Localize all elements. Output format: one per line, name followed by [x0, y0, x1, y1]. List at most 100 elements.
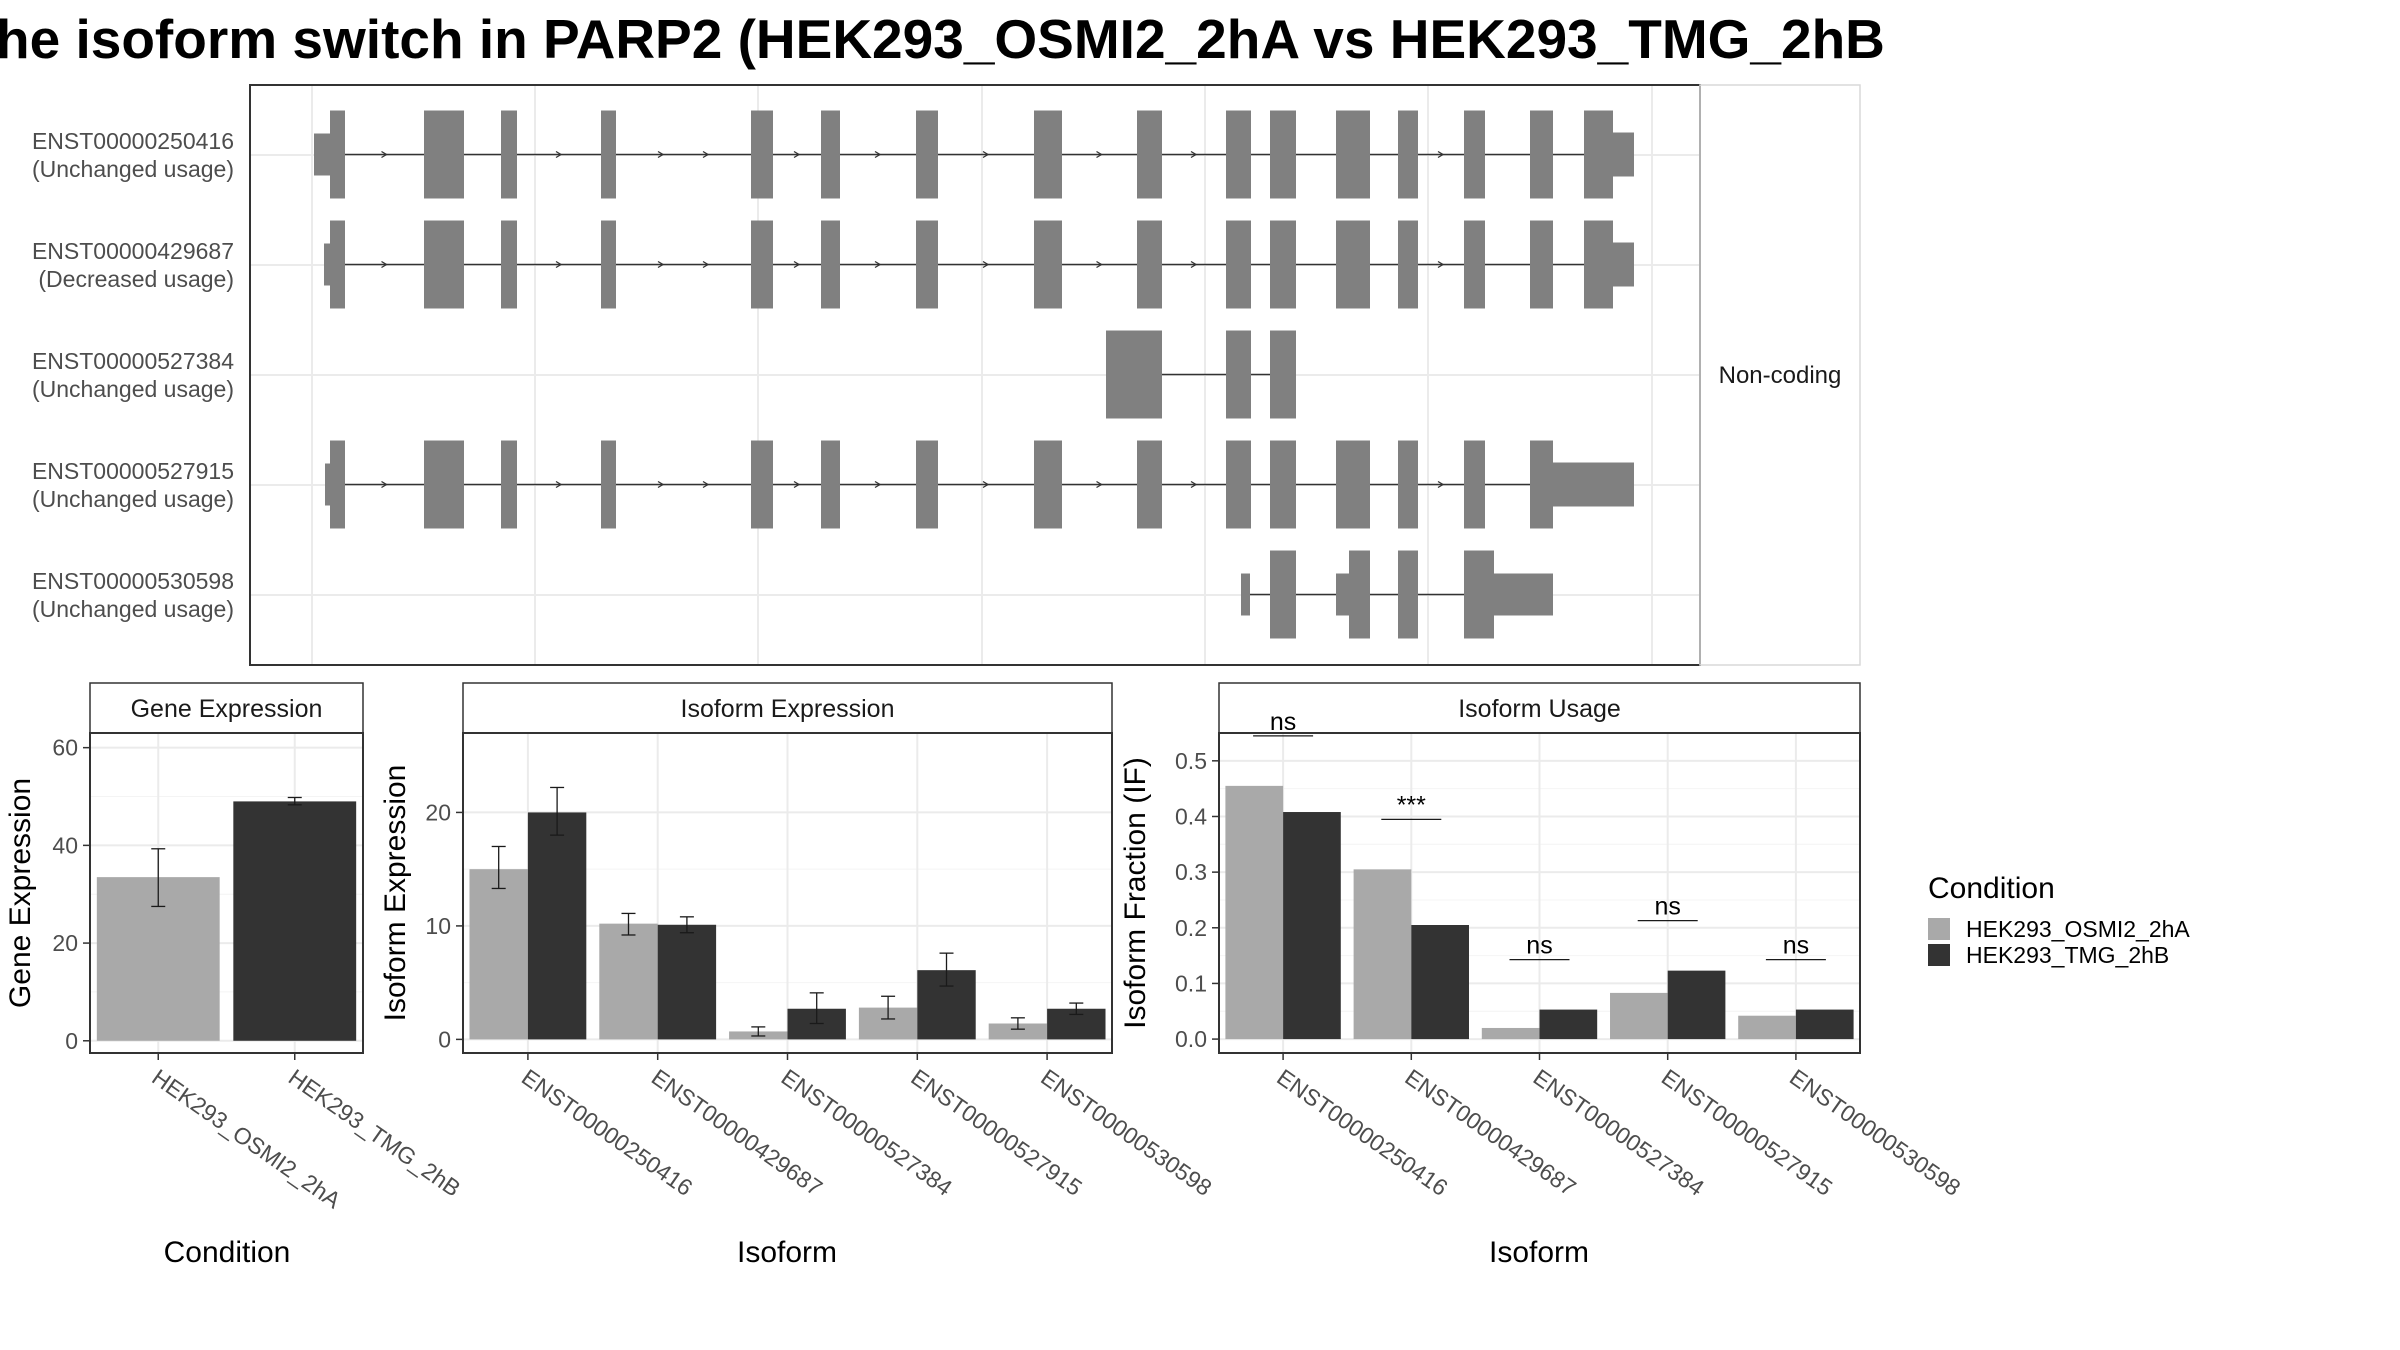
- strand-arrow: [793, 480, 801, 489]
- exon-coding: [330, 110, 345, 199]
- significance-label: ns: [1270, 708, 1296, 736]
- strand-arrow: [555, 150, 563, 159]
- y-tick-label: 0.4: [1175, 803, 1207, 829]
- figure-title: he isoform switch in PARP2 (HEK293_OSMI2…: [0, 8, 1885, 70]
- legend-label: HEK293_OSMI2_2hA: [1966, 916, 2190, 942]
- transcript-label-ENST00000527384: ENST00000527384 (Unchanged usage): [32, 348, 234, 402]
- transcript-usage: (Unchanged usage): [32, 486, 234, 512]
- y-tick-label: 40: [52, 832, 78, 858]
- strand-arrow: [874, 480, 882, 489]
- bar-ENST00000527384: [1481, 1027, 1540, 1040]
- strand-arrow: [702, 150, 710, 159]
- strand-arrow: [657, 480, 665, 489]
- strand-arrow: [982, 150, 990, 159]
- panel-strip-title: Isoform Expression: [681, 695, 895, 723]
- exon-noncoding: [325, 463, 330, 506]
- strand-arrow: [1437, 150, 1445, 159]
- bar-ENST00000250416: [1283, 812, 1341, 1040]
- exon-coding: [1226, 440, 1251, 529]
- bar-ENST00000429687: [1411, 925, 1469, 1040]
- significance-label: ns: [1783, 932, 1809, 960]
- exon-coding: [751, 110, 773, 199]
- gene-structure-panel: ENST00000250416 (Unchanged usage)ENST0000…: [32, 84, 1861, 666]
- bar-ENST00000530598: [988, 1023, 1048, 1040]
- x-axis-title: Isoform: [1489, 1236, 1589, 1269]
- bar-ENST00000429687: [599, 923, 658, 1040]
- strand-arrow: [1437, 480, 1445, 489]
- bar-ENST00000250416: [527, 812, 587, 1040]
- strand-arrow: [1096, 260, 1103, 269]
- bar-ENST00000527915: [1667, 970, 1726, 1040]
- strand-arrow: [657, 260, 665, 269]
- transcript-id: ENST00000530598: [32, 568, 234, 594]
- exon-coding: [601, 220, 616, 309]
- panel-border: [89, 732, 364, 1054]
- exon-coding: [1336, 110, 1370, 199]
- panel-strip-title: Isoform Usage: [1458, 695, 1621, 723]
- y-tick-label: 20: [425, 799, 451, 825]
- strand-arrow: [657, 150, 665, 159]
- bar-HEK293_TMG_2hB: [233, 801, 357, 1041]
- exon-noncoding: [1241, 573, 1250, 616]
- significance-label: ns: [1526, 932, 1552, 960]
- exon-coding: [821, 440, 840, 529]
- strand-arrow: [1096, 480, 1103, 489]
- bar-ENST00000527384: [1539, 1009, 1598, 1040]
- legend-swatch: [1928, 918, 1950, 940]
- strand-arrow: [1190, 150, 1198, 159]
- structure-side-panel: [1699, 84, 1861, 666]
- exon-coding: [601, 110, 616, 199]
- y-axis-title: Gene Expression: [4, 778, 37, 1008]
- exon-utr: [1613, 132, 1634, 177]
- transcript-usage: (Unchanged usage): [32, 376, 234, 402]
- exon-coding: [424, 220, 464, 309]
- exon-coding: [501, 220, 517, 309]
- exon-coding: [1270, 110, 1296, 199]
- exon-coding: [1464, 110, 1485, 199]
- exon-coding: [916, 440, 938, 529]
- legend-swatch: [1928, 944, 1950, 966]
- y-axis-title: Isoform Expression: [379, 765, 412, 1022]
- bar-ENST00000250416: [1225, 785, 1284, 1040]
- exon-coding: [1270, 440, 1296, 529]
- significance-label: ns: [1654, 893, 1680, 921]
- strand-arrow: [1190, 480, 1198, 489]
- transcript-id: ENST00000429687: [32, 238, 234, 264]
- bar-ENST00000530598: [1738, 1015, 1796, 1040]
- exon-utr: [1613, 242, 1634, 287]
- legend-label: HEK293_TMG_2hB: [1966, 942, 2169, 968]
- exon-coding: [1137, 110, 1162, 199]
- bar-ENST00000527915: [1610, 992, 1668, 1040]
- exon-coding: [1270, 550, 1296, 639]
- y-tick-label: 10: [425, 913, 451, 939]
- strand-arrow: [381, 480, 388, 489]
- exon-coding: [1034, 110, 1062, 199]
- exon-coding: [424, 110, 464, 199]
- strand-arrow: [982, 260, 990, 269]
- bar-ENST00000429687: [1353, 869, 1412, 1040]
- exon-coding: [916, 220, 938, 309]
- exon-coding: [821, 110, 840, 199]
- y-tick-label: 0.3: [1175, 859, 1207, 885]
- y-tick-label: 0.0: [1175, 1026, 1207, 1052]
- exon-coding: [1270, 330, 1296, 419]
- exon-noncoding: [314, 133, 330, 176]
- transcript-usage: (Unchanged usage): [32, 156, 234, 182]
- strand-arrow: [793, 260, 801, 269]
- transcript-usage: (Decreased usage): [38, 266, 234, 292]
- exon-coding: [1137, 440, 1162, 529]
- exon-coding: [1034, 440, 1062, 529]
- exon-coding: [1137, 220, 1162, 309]
- panel-strip: [1218, 682, 1861, 734]
- exon-coding: [1226, 330, 1251, 419]
- bar-ENST00000429687: [657, 924, 717, 1040]
- exon-coding: [601, 440, 616, 529]
- exon-coding: [1398, 220, 1418, 309]
- exon-coding: [751, 220, 773, 309]
- noncoding-side-label: Non-coding: [1719, 362, 1842, 389]
- exon-coding: [1530, 220, 1553, 309]
- isoform-expression-panel: Isoform Expression01020ENST00000250416EN…: [379, 682, 1217, 1269]
- strand-arrow: [874, 150, 882, 159]
- transcript-id: ENST00000250416: [32, 128, 234, 154]
